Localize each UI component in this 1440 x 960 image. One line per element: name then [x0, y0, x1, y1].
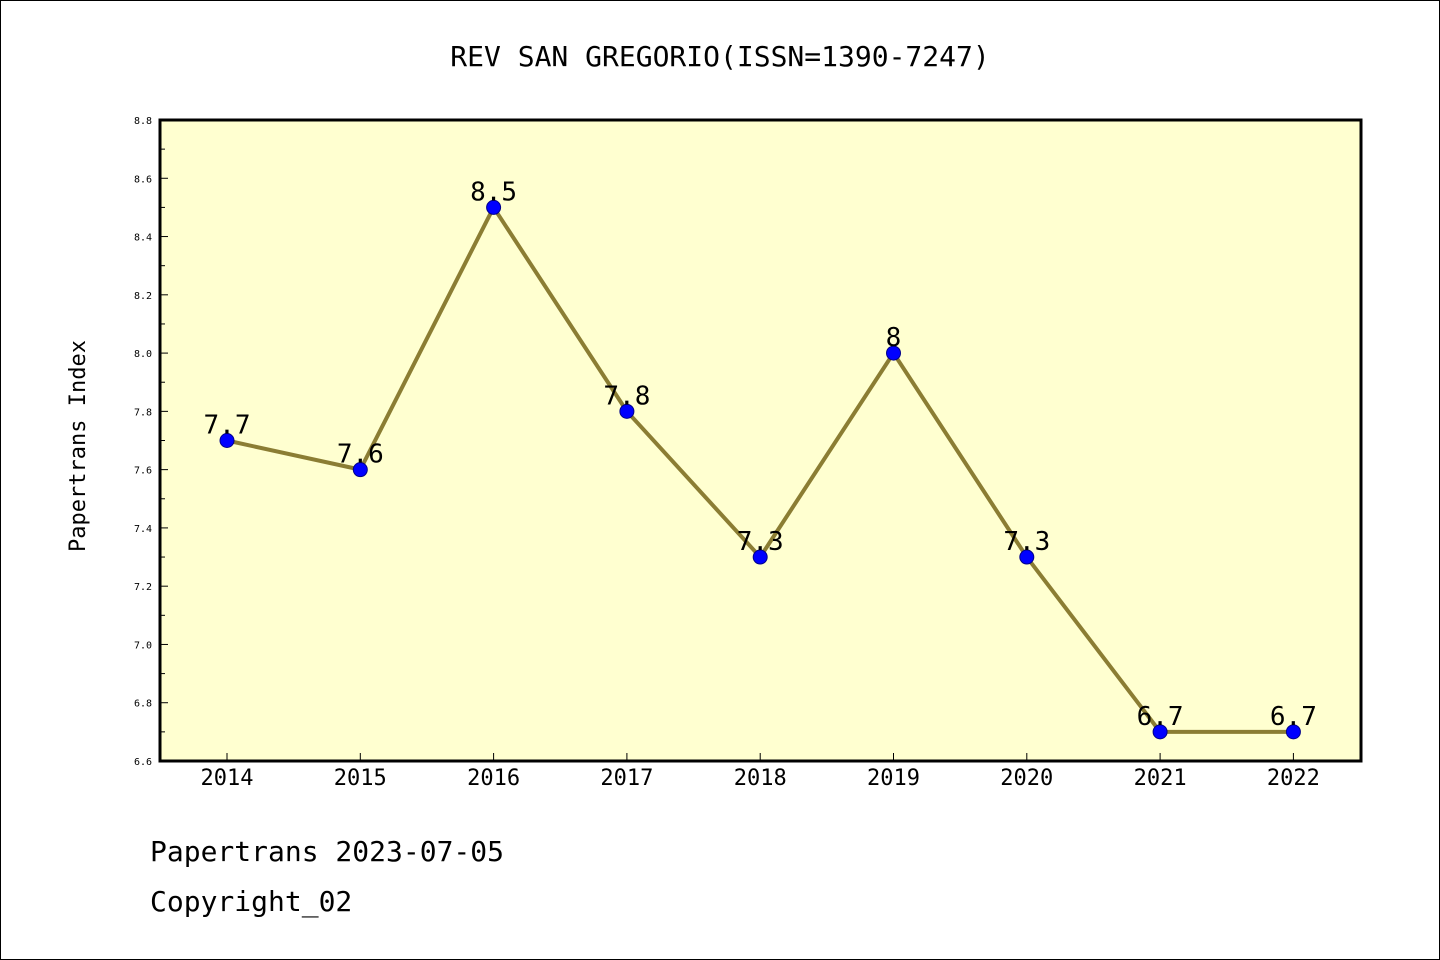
data-label: 7.3 — [1003, 527, 1050, 557]
data-label: 8.5 — [470, 177, 517, 207]
y-tick-label: 8.8 — [134, 116, 152, 127]
data-label: 6.7 — [1270, 702, 1317, 732]
data-point — [752, 549, 768, 565]
y-tick-label: 8.4 — [134, 233, 152, 244]
x-tick-label: 2018 — [734, 766, 787, 791]
y-tick-label: 7.6 — [134, 466, 152, 477]
footer-source: Papertrans 2023-07-05 — [150, 835, 505, 868]
x-tick-label: 2017 — [600, 766, 653, 791]
y-tick-label: 7.2 — [134, 582, 152, 593]
x-tick-label: 2015 — [334, 766, 387, 791]
data-point — [1019, 549, 1035, 565]
y-tick-label: 6.8 — [134, 699, 152, 710]
data-point — [352, 462, 368, 478]
footer-copyright: Copyright_02 — [150, 885, 353, 918]
x-tick-label: 2016 — [467, 766, 520, 791]
y-axis: 6.6 6.8 7.0 7.2 7.4 7.6 7.8 8.0 8.2 8.4 8.6 8.8 — [134, 116, 168, 768]
y-axis-label: Papertrans Index — [66, 340, 91, 552]
data-point — [619, 403, 635, 419]
data-point — [886, 345, 901, 361]
data-label: 6.7 — [1137, 702, 1184, 732]
y-tick-label: 8.6 — [134, 174, 152, 185]
data-label: 8 — [886, 323, 902, 353]
data-label: 7.8 — [603, 381, 650, 411]
data-label: 7.3 — [737, 527, 784, 557]
y-tick-label: 7.0 — [134, 640, 152, 651]
data-point — [1285, 724, 1301, 740]
y-tick-label: 8.2 — [134, 291, 152, 302]
x-axis: 2014 2015 2016 2017 2018 2019 2020 2021 2022 — [201, 753, 1320, 791]
data-label: 7.6 — [337, 440, 384, 470]
data-series: 7.7 7.6 8.5 7.8 7.3 8 7.3 6.7 6.7 — [204, 177, 1317, 740]
chart-title: REV SAN GREGORIO(ISSN=1390-7247) — [450, 40, 989, 73]
data-point — [486, 199, 502, 215]
x-tick-label: 2021 — [1134, 766, 1187, 791]
data-point — [219, 433, 235, 448]
x-tick-label: 2022 — [1267, 766, 1320, 791]
y-tick-label: 6.6 — [134, 757, 152, 768]
y-tick-label: 7.4 — [134, 524, 152, 535]
data-label: 7.7 — [204, 411, 251, 441]
data-point — [1152, 724, 1168, 740]
y-tick-label: 7.8 — [134, 407, 152, 418]
plot-area — [158, 118, 1363, 763]
x-tick-label: 2019 — [867, 766, 920, 791]
y-tick-label: 8.0 — [134, 349, 152, 360]
x-tick-label: 2014 — [201, 766, 254, 791]
x-tick-label: 2020 — [1000, 766, 1053, 791]
